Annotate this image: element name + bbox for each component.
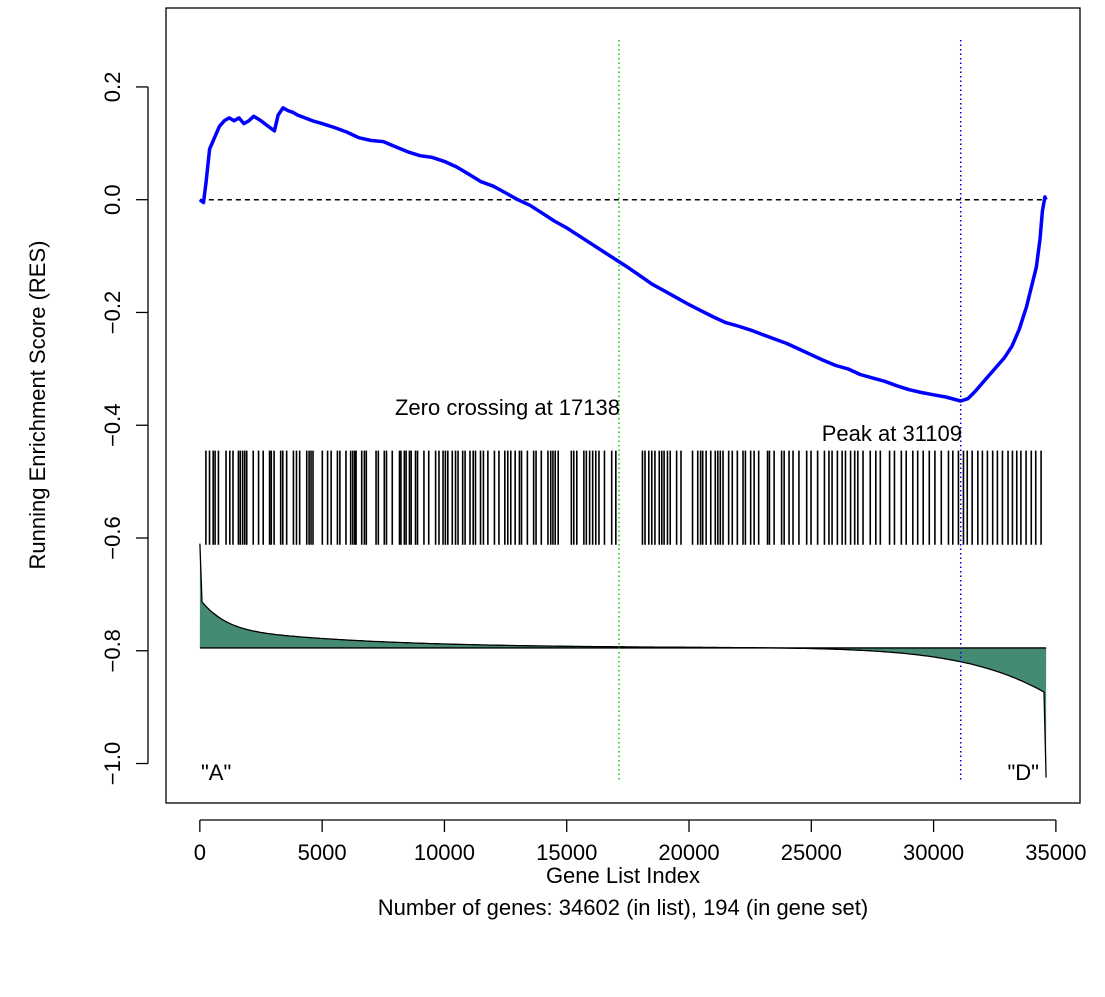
y-tick-label: 0.2 xyxy=(100,72,125,103)
y-tick-label: −0.2 xyxy=(100,291,125,334)
x-tick-label: 0 xyxy=(194,840,206,865)
right-end-label: "D" xyxy=(1007,760,1039,785)
ranked-metric-layer xyxy=(199,543,1047,778)
running-es-layer xyxy=(198,106,1048,403)
x-tick-label: 10000 xyxy=(414,840,475,865)
plot-frame xyxy=(165,7,1081,804)
x-tick-label: 35000 xyxy=(1025,840,1086,865)
y-tick-label: −0.4 xyxy=(100,403,125,446)
x-axis-subtitle: Number of genes: 34602 (in list), 194 (i… xyxy=(378,895,868,920)
axes-layer: 0 5000 10000 15000 20000 25000 30000 35000 0.2 0.… xyxy=(100,72,1086,865)
x-tick-label: 5000 xyxy=(298,840,347,865)
peak-annotation: Peak at 31109 xyxy=(822,421,962,446)
y-tick-label: −0.6 xyxy=(100,516,125,559)
x-tick-label: 25000 xyxy=(781,840,842,865)
running-es-line xyxy=(198,106,1048,403)
annotation-layer: Zero crossing at 17138 Peak at 31109 "A"… xyxy=(25,241,1039,920)
reference-lines-layer xyxy=(199,40,1047,780)
x-axis-label: Gene List Index xyxy=(546,863,700,888)
x-tick-label: 20000 xyxy=(658,840,719,865)
x-tick-label: 15000 xyxy=(536,840,597,865)
x-tick-label: 30000 xyxy=(903,840,964,865)
y-tick-label: −0.8 xyxy=(100,629,125,672)
y-axis-label: Running Enrichment Score (RES) xyxy=(25,241,50,570)
ranked-metric-curve xyxy=(199,543,1047,778)
left-end-label: "A" xyxy=(201,760,231,785)
gene-set-hits-layer xyxy=(205,450,1042,545)
y-tick-label: −1.0 xyxy=(100,742,125,785)
zero-crossing-annotation: Zero crossing at 17138 xyxy=(395,395,620,420)
y-tick-label: 0.0 xyxy=(100,184,125,215)
